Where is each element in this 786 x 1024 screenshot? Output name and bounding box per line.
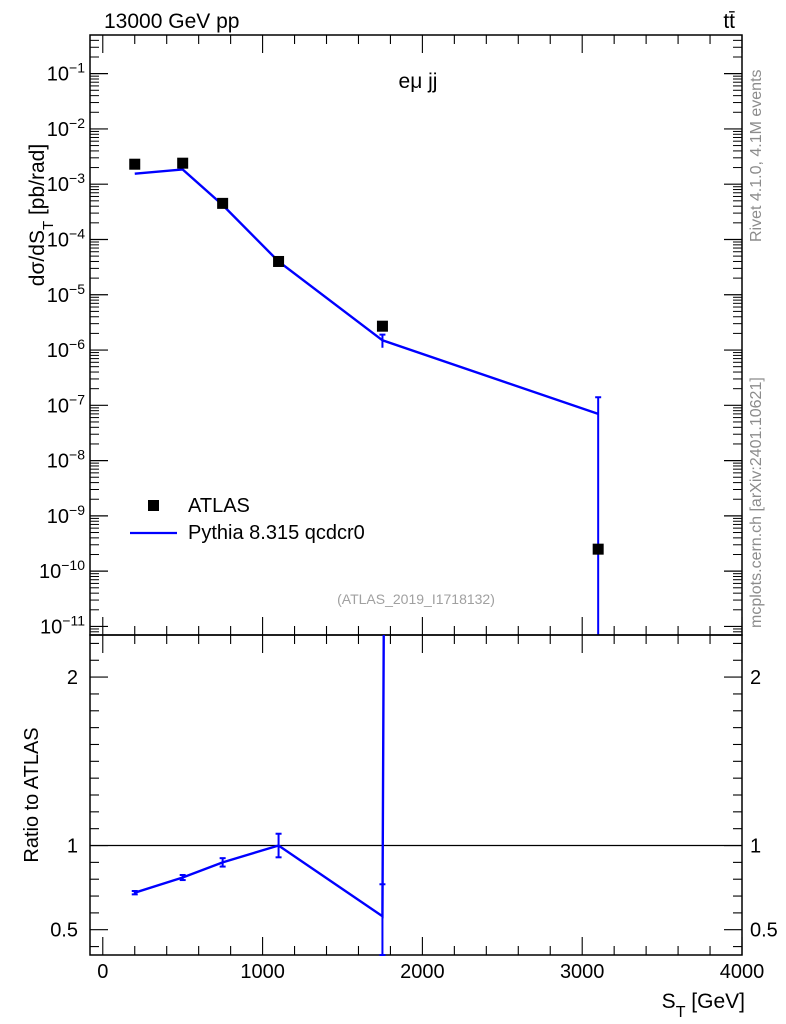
- atlas-point: [129, 158, 141, 170]
- legend-label-atlas: ATLAS: [188, 495, 250, 517]
- legend-marker-atlas: [148, 500, 159, 511]
- pythia-line: [134, 168, 599, 416]
- main-y-tick-labels: 10−11 10−10 10−9 10−8 10−7 10−6 10−5 10−4 10−3 10…: [39, 60, 85, 639]
- ratio-y-tick-label: 0.5: [50, 920, 78, 942]
- x-tick-label: 0: [97, 961, 108, 983]
- x-tick-label: 2000: [400, 961, 445, 983]
- process-label: tt̄: [723, 10, 735, 33]
- main-panel-ticks: [90, 34, 743, 636]
- main-panel-frame: [89, 34, 743, 636]
- y-tick-label: 10−6: [47, 336, 85, 362]
- y-tick-label: 10−1: [47, 60, 85, 86]
- legend-label-pythia: Pythia 8.315 qcdcr0: [188, 522, 365, 544]
- x-tick-label: 3000: [560, 961, 605, 983]
- main-panel-series: [129, 157, 604, 635]
- y-tick-label: 10−9: [47, 502, 85, 528]
- ratio-y-tick-label: 2: [750, 667, 761, 689]
- y-tick-label: 10−8: [47, 447, 85, 473]
- atlas-point: [592, 543, 604, 555]
- ratio-line: [134, 634, 385, 919]
- x-tick-label: 1000: [240, 961, 285, 983]
- legend: ATLAS Pythia 8.315 qcdcr0: [130, 495, 365, 544]
- ratio-panel-series: [131, 634, 386, 956]
- source-label: mcplots.cern.ch [arXiv:2401.10621]: [748, 377, 765, 628]
- x-tick-label: 4000: [720, 961, 765, 983]
- ratio-panel-ticks: [90, 635, 743, 955]
- energy-label: 13000 GeV pp: [104, 10, 239, 33]
- atlas-point: [217, 197, 229, 209]
- ratio-y-tick-label: 1: [750, 836, 761, 858]
- y-tick-label: 10−4: [47, 225, 85, 251]
- y-tick-label: 10−5: [47, 281, 85, 307]
- y-tick-label: 10−3: [47, 170, 85, 196]
- atlas-point: [273, 255, 285, 267]
- ratio-tick-labels: 0.5 0.5 1 1 2 2 0 1000 2000 3000 4000: [50, 667, 778, 983]
- channel-annotation: eμ jj: [399, 70, 438, 93]
- analysis-reference: (ATLAS_2019_I1718132): [337, 591, 495, 607]
- ratio-y-tick-label: 2: [67, 667, 78, 689]
- x-axis-label: ST [GeV]: [662, 990, 745, 1021]
- y-tick-label: 10−2: [47, 115, 85, 141]
- ratio-y-tick-label: 0.5: [750, 920, 778, 942]
- atlas-point: [376, 320, 388, 332]
- y-tick-label: 10−7: [47, 391, 85, 417]
- atlas-point: [177, 157, 189, 169]
- y-tick-label: 10−10: [39, 557, 85, 583]
- ratio-panel-frame: [89, 634, 743, 956]
- ratio-y-axis-label: Ratio to ATLAS: [21, 727, 43, 862]
- rivet-label: Rivet 4.1.0, 4.1M events: [748, 69, 765, 242]
- main-y-axis-label: dσ/dST [pb/rad]: [26, 144, 57, 286]
- y-tick-label: 10−11: [40, 612, 85, 638]
- ratio-y-tick-label: 1: [67, 836, 78, 858]
